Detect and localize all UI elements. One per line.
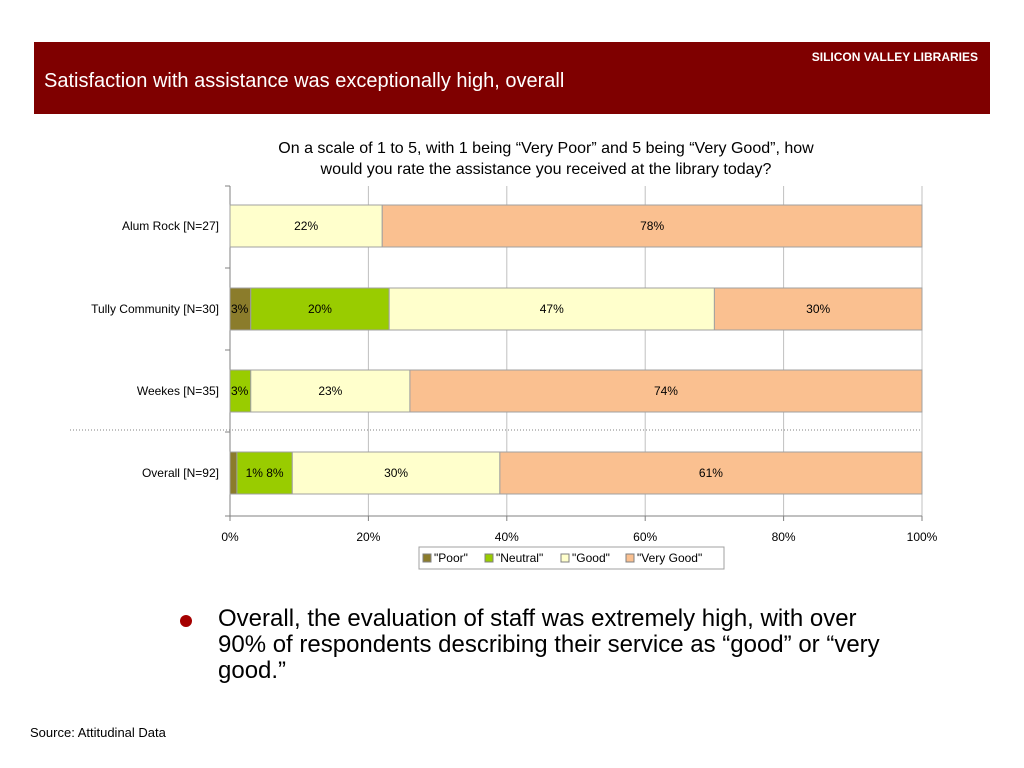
x-tick-label: 100% (907, 530, 938, 544)
data-label: 22% (294, 219, 318, 233)
slide-title: Satisfaction with assistance was excepti… (44, 70, 565, 92)
source-note: Source: Attitudinal Data (30, 725, 166, 740)
bar-segment (409, 369, 923, 413)
bullet-point: Overall, the evaluation of staff was ext… (180, 606, 900, 684)
data-label: 23% (318, 384, 342, 398)
legend-label: "Very Good" (637, 551, 702, 565)
legend-box (418, 546, 725, 570)
data-label: 78% (640, 219, 664, 233)
bar-segment (229, 451, 238, 495)
bar-segment (229, 204, 383, 248)
category-label: Alum Rock [N=27] (122, 219, 219, 233)
data-label: 3% (231, 384, 249, 398)
legend-swatch (625, 553, 635, 563)
data-label: 30% (384, 466, 408, 480)
legend-label: "Neutral" (496, 551, 543, 565)
category-label: Overall [N=92] (142, 466, 219, 480)
bullet-text: Overall, the evaluation of staff was ext… (218, 605, 880, 684)
x-tick-label: 60% (633, 530, 657, 544)
category-label: Tully Community [N=30] (91, 302, 219, 316)
legend-swatch (560, 553, 570, 563)
legend-swatch (484, 553, 494, 563)
legend-label: "Poor" (434, 551, 468, 565)
brand-label: SILICON VALLEY LIBRARIES (811, 50, 978, 64)
data-label: 3% (231, 302, 249, 316)
chart-title: On a scale of 1 to 5, with 1 being “Very… (278, 140, 814, 178)
data-label: 1% 8% (246, 466, 284, 480)
stacked-bar-chart: On a scale of 1 to 5, with 1 being “Very… (70, 140, 938, 570)
data-label: 20% (308, 302, 332, 316)
bar-segment (713, 287, 923, 331)
bar-segment (250, 287, 390, 331)
bullet-dot-icon (180, 615, 192, 627)
header-banner: SILICON VALLEY LIBRARIES Satisfaction wi… (34, 42, 990, 114)
data-label: 30% (806, 302, 830, 316)
legend-swatch (422, 553, 432, 563)
data-label: 61% (699, 466, 723, 480)
x-tick-label: 20% (356, 530, 380, 544)
x-tick-label: 80% (772, 530, 796, 544)
x-tick-label: 0% (221, 530, 239, 544)
bar-segment (291, 451, 501, 495)
legend-label: "Good" (572, 551, 610, 565)
x-tick-label: 40% (495, 530, 519, 544)
data-label: 74% (654, 384, 678, 398)
bar-segment (499, 451, 923, 495)
category-label: Weekes [N=35] (137, 384, 219, 398)
bar-segment (388, 287, 715, 331)
data-label: 47% (540, 302, 564, 316)
bar-segment (381, 204, 923, 248)
